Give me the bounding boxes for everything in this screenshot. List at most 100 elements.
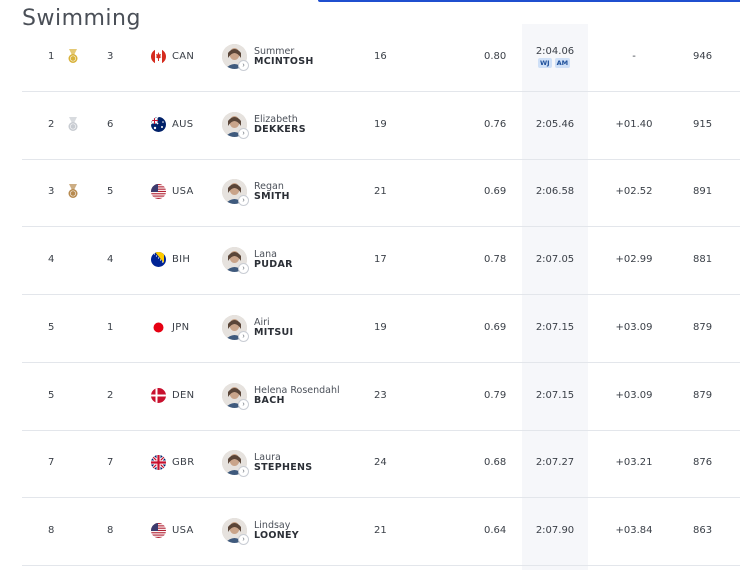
time-column-highlight xyxy=(522,24,588,570)
age-cell: 19 xyxy=(374,321,387,333)
athlete-first-name: Lana xyxy=(254,249,277,261)
reaction-time-cell: 0.68 xyxy=(484,457,507,469)
points-cell: 915 xyxy=(693,118,713,130)
athlete-first-name: Laura xyxy=(254,452,281,464)
points-cell: 879 xyxy=(693,321,713,333)
time-behind-cell: +02.99 xyxy=(615,254,653,266)
rank-cell: 4 xyxy=(48,254,55,266)
flag-icon-usa xyxy=(151,522,166,538)
table-row[interactable]: 8 8 USA › Lindsay LOONEY 21 0.64 2:07.90 +03.84 86… xyxy=(22,498,740,566)
time-behind-cell: +02.52 xyxy=(615,186,653,198)
flag-icon-can xyxy=(151,49,166,64)
athlete-last-name: LOONEY xyxy=(254,529,299,541)
silver-medal-icon xyxy=(67,116,79,132)
time-behind-cell: +01.40 xyxy=(615,118,653,130)
time-cell: 2:04.06 xyxy=(535,46,575,57)
athlete-first-name: Summer xyxy=(254,46,295,57)
athlete-first-name: Elizabeth xyxy=(254,113,298,125)
flag-icon-bih xyxy=(151,252,166,268)
age-cell: 17 xyxy=(374,254,387,266)
age-cell: 16 xyxy=(374,51,387,62)
table-row[interactable]: 2 6 AUS › Elizabeth DEKKERS 19 0.76 2:05.46 +01.4… xyxy=(22,92,740,160)
reaction-time-cell: 0.79 xyxy=(484,389,507,401)
table-row[interactable]: 3 5 USA › Regan SMITH 21 0.69 2:06.58 +02.52 891 xyxy=(22,159,740,228)
athlete-avatar[interactable] xyxy=(222,44,247,69)
athlete-last-name: STEPHENS xyxy=(254,462,313,474)
arrow-right-icon[interactable]: › xyxy=(238,195,249,207)
time-cell: 2:07.05 xyxy=(535,254,575,266)
country-code: GBR xyxy=(172,457,195,469)
gold-medal-icon xyxy=(67,49,79,64)
table-row[interactable]: 1 3 CAN › Summer MCINTOSH 16 0.80 2:04.06 WJ AM - 94… xyxy=(22,24,740,92)
points-cell: 881 xyxy=(693,254,713,266)
arrow-right-icon[interactable]: › xyxy=(238,330,249,342)
arrow-right-icon[interactable]: › xyxy=(238,263,249,275)
table-row[interactable]: 7 7 GBR › Laura STEPHENS 24 0.68 2:07.27 +03.21 87… xyxy=(22,430,740,499)
lane-cell: 7 xyxy=(107,457,114,469)
lane-cell: 3 xyxy=(107,51,114,62)
record-tags: WJ AM xyxy=(538,58,571,68)
country-code: BIH xyxy=(172,254,191,266)
athlete-last-name: SMITH xyxy=(254,191,290,203)
rank-cell: 1 xyxy=(48,51,55,62)
table-row[interactable]: 4 4 BIH › Lana PUDAR 17 0.78 2:07.05 +02.99 881 xyxy=(22,227,740,296)
time-cell: 2:07.15 xyxy=(535,389,575,401)
time-cell: 2:07.27 xyxy=(535,457,575,469)
top-accent-bar xyxy=(318,0,740,2)
arrow-right-icon[interactable]: › xyxy=(238,127,249,139)
reaction-time-cell: 0.69 xyxy=(484,321,507,333)
table-row[interactable]: 5 1 JPN › Airi MITSUI 19 0.69 2:07.15 +03.09 879 xyxy=(22,295,740,363)
record-badge: AM xyxy=(554,58,571,68)
reaction-time-cell: 0.69 xyxy=(484,186,507,198)
athlete-first-name: Lindsay xyxy=(254,519,291,531)
arrow-right-icon[interactable]: › xyxy=(238,398,249,410)
lane-cell: 5 xyxy=(107,186,114,198)
time-behind-cell: +03.09 xyxy=(615,321,653,333)
time-cell: 2:06.58 xyxy=(535,186,575,198)
country-code: JPN xyxy=(172,321,190,333)
country-code: USA xyxy=(172,186,194,198)
athlete-first-name: Regan xyxy=(254,181,284,193)
rank-cell: 7 xyxy=(48,457,55,469)
arrow-right-icon[interactable]: › xyxy=(238,466,249,478)
time-cell: 2:05.46 xyxy=(535,118,575,130)
points-cell: 876 xyxy=(693,457,713,469)
age-cell: 23 xyxy=(374,389,387,401)
athlete-last-name: PUDAR xyxy=(254,259,293,271)
rank-cell: 5 xyxy=(48,321,55,333)
athlete-last-name: MCINTOSH xyxy=(254,56,314,67)
rank-cell: 2 xyxy=(48,118,55,130)
arrow-right-icon[interactable]: › xyxy=(238,60,249,71)
flag-icon-usa xyxy=(151,184,166,200)
table-row[interactable]: 5 2 DEN › Helena Rosendahl BACH 23 0.79 2:07.15 +… xyxy=(22,363,740,431)
time-cell: 2:07.15 xyxy=(535,321,575,333)
time-behind-cell: +03.84 xyxy=(615,524,653,536)
points-cell: 863 xyxy=(693,524,713,536)
age-cell: 21 xyxy=(374,186,387,198)
flag-icon-jpn xyxy=(151,319,166,335)
country-code: DEN xyxy=(172,389,195,401)
rank-cell: 8 xyxy=(48,524,55,536)
lane-cell: 2 xyxy=(107,389,114,401)
lane-cell: 1 xyxy=(107,321,114,333)
lane-cell: 8 xyxy=(107,524,114,536)
arrow-right-icon[interactable]: › xyxy=(238,533,249,545)
rank-cell: 3 xyxy=(48,186,55,198)
athlete-first-name: Airi xyxy=(254,316,270,328)
country-code: CAN xyxy=(172,51,195,62)
points-cell: 891 xyxy=(693,186,713,198)
page-title: Swimming xyxy=(22,6,141,31)
bronze-medal-icon xyxy=(67,184,79,199)
points-cell: 946 xyxy=(693,51,713,62)
athlete-last-name: DEKKERS xyxy=(254,123,306,135)
reaction-time-cell: 0.78 xyxy=(484,254,507,266)
rank-cell: 5 xyxy=(48,389,55,401)
reaction-time-cell: 0.64 xyxy=(484,524,507,536)
time-behind-cell: - xyxy=(632,51,636,62)
flag-icon-gbr xyxy=(151,455,166,471)
country-code: AUS xyxy=(172,118,194,130)
time-behind-cell: +03.21 xyxy=(615,457,653,469)
lane-cell: 6 xyxy=(107,118,114,130)
lane-cell: 4 xyxy=(107,254,114,266)
time-behind-cell: +03.09 xyxy=(615,389,653,401)
